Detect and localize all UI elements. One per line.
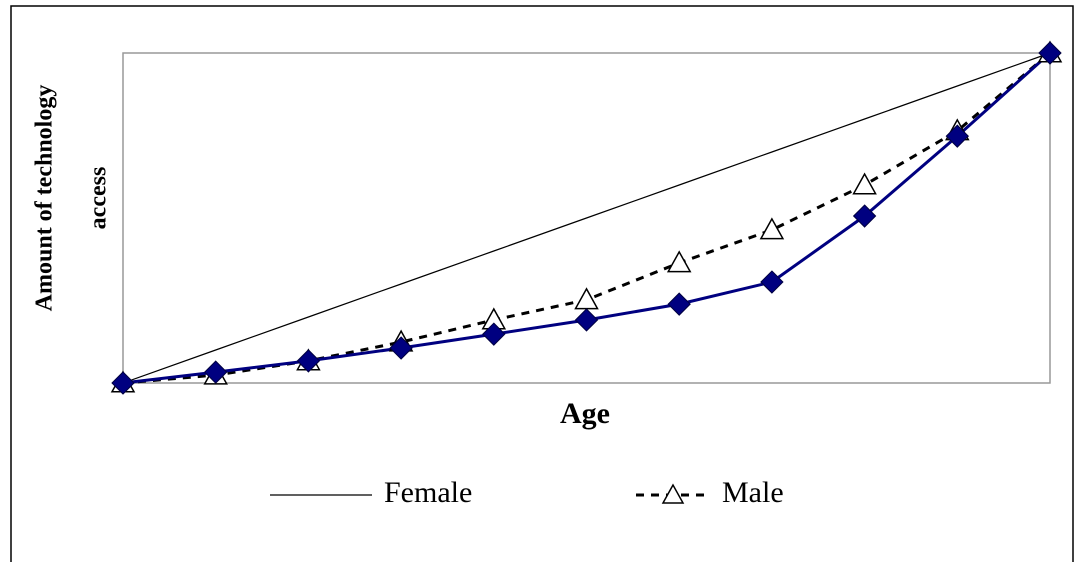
marker — [667, 292, 691, 316]
marker — [111, 371, 135, 395]
marker — [852, 172, 877, 195]
legend-label: Female — [384, 476, 472, 509]
plot-area — [122, 52, 1051, 384]
marker — [760, 270, 784, 294]
legend-label: Male — [722, 476, 784, 509]
marker — [945, 124, 970, 148]
legend-swatch — [661, 483, 685, 504]
marker — [296, 349, 321, 373]
y-axis-label: Amount of technology — [32, 85, 58, 312]
marker — [203, 360, 228, 384]
marker — [666, 250, 692, 273]
frame — [10, 5, 1074, 562]
y-axis-label: access — [86, 167, 112, 230]
marker — [574, 308, 599, 332]
marker — [852, 204, 877, 228]
marker — [482, 322, 506, 346]
marker — [389, 336, 413, 360]
x-axis-label: Age — [560, 397, 610, 430]
marker — [1038, 41, 1062, 65]
series-line — [122, 52, 1051, 384]
marker — [574, 287, 599, 310]
marker — [759, 217, 785, 240]
